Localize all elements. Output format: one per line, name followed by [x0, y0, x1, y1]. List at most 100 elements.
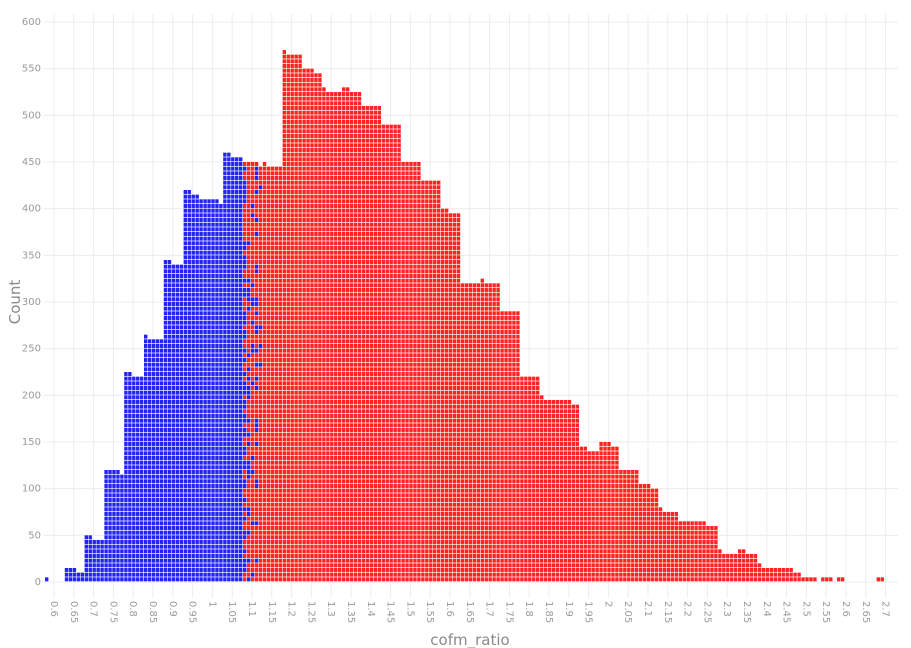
dot	[132, 516, 136, 521]
dot	[227, 269, 231, 274]
dot	[342, 418, 346, 423]
dot	[239, 493, 243, 498]
dot	[239, 367, 243, 372]
dot	[270, 194, 275, 199]
dot	[191, 199, 195, 204]
dot	[266, 190, 271, 194]
dot	[282, 442, 286, 446]
dot	[338, 526, 342, 530]
dot	[167, 297, 172, 302]
dot	[326, 208, 330, 213]
dot	[270, 232, 275, 236]
dot	[258, 470, 263, 474]
dot	[159, 437, 164, 442]
dot	[294, 241, 298, 246]
dot	[128, 381, 132, 386]
dot	[175, 400, 180, 404]
dot	[338, 348, 342, 353]
dot	[294, 138, 298, 143]
dot	[254, 325, 259, 330]
dot	[282, 530, 286, 535]
dot	[128, 558, 132, 563]
dot	[195, 386, 199, 390]
dot	[266, 568, 271, 572]
dot	[318, 414, 322, 418]
dot	[294, 194, 298, 199]
dot	[175, 264, 180, 269]
dot	[258, 414, 263, 418]
dot	[338, 544, 342, 549]
dot	[306, 162, 310, 166]
dot	[215, 395, 219, 400]
dot	[330, 190, 334, 194]
dot	[278, 390, 282, 395]
dot	[282, 516, 286, 521]
dot	[266, 288, 271, 292]
dot	[262, 502, 267, 507]
dot	[334, 400, 338, 404]
dot	[199, 325, 203, 330]
dot	[278, 320, 282, 325]
dot	[227, 316, 231, 320]
dot	[334, 339, 338, 344]
dot	[207, 325, 211, 330]
dot	[306, 432, 310, 437]
dot	[334, 535, 338, 540]
dot	[314, 213, 318, 218]
dot	[302, 479, 306, 484]
dot	[254, 320, 259, 325]
dot	[179, 502, 183, 507]
dot	[243, 260, 247, 264]
dot	[144, 507, 148, 512]
dot	[215, 306, 219, 311]
dot	[302, 442, 306, 446]
dot	[314, 418, 318, 423]
dot	[246, 512, 251, 516]
dot	[246, 316, 251, 320]
dot	[112, 540, 116, 544]
dot	[250, 460, 255, 465]
dot	[310, 185, 314, 190]
dot	[128, 409, 132, 414]
dot	[322, 227, 326, 232]
dot	[314, 302, 318, 306]
dot	[104, 572, 108, 577]
dot	[199, 334, 203, 339]
dot	[258, 507, 263, 512]
dot	[310, 171, 314, 176]
dot	[334, 526, 338, 530]
dot	[183, 418, 187, 423]
dot	[171, 498, 176, 502]
dot	[191, 554, 195, 558]
dot	[231, 176, 235, 180]
dot	[254, 512, 259, 516]
dot	[223, 442, 227, 446]
dot	[294, 442, 298, 446]
dot	[286, 171, 290, 176]
dot	[243, 348, 247, 353]
dot	[262, 241, 267, 246]
dot	[167, 428, 172, 432]
dot	[231, 283, 235, 288]
dot	[183, 386, 187, 390]
dot	[231, 442, 235, 446]
dot	[250, 367, 255, 372]
dot	[326, 199, 330, 204]
dot	[151, 465, 156, 470]
dot	[254, 260, 259, 264]
dot	[116, 530, 120, 535]
dot	[140, 460, 144, 465]
dot	[124, 442, 128, 446]
dot	[195, 241, 199, 246]
dot	[306, 456, 310, 460]
dot	[191, 526, 195, 530]
dot	[282, 124, 286, 129]
dot	[140, 549, 144, 554]
dot	[147, 460, 152, 465]
dot	[262, 400, 267, 404]
dot	[163, 334, 168, 339]
dot	[298, 115, 302, 120]
dot	[326, 96, 330, 101]
dot	[270, 204, 275, 208]
dot	[322, 549, 326, 554]
